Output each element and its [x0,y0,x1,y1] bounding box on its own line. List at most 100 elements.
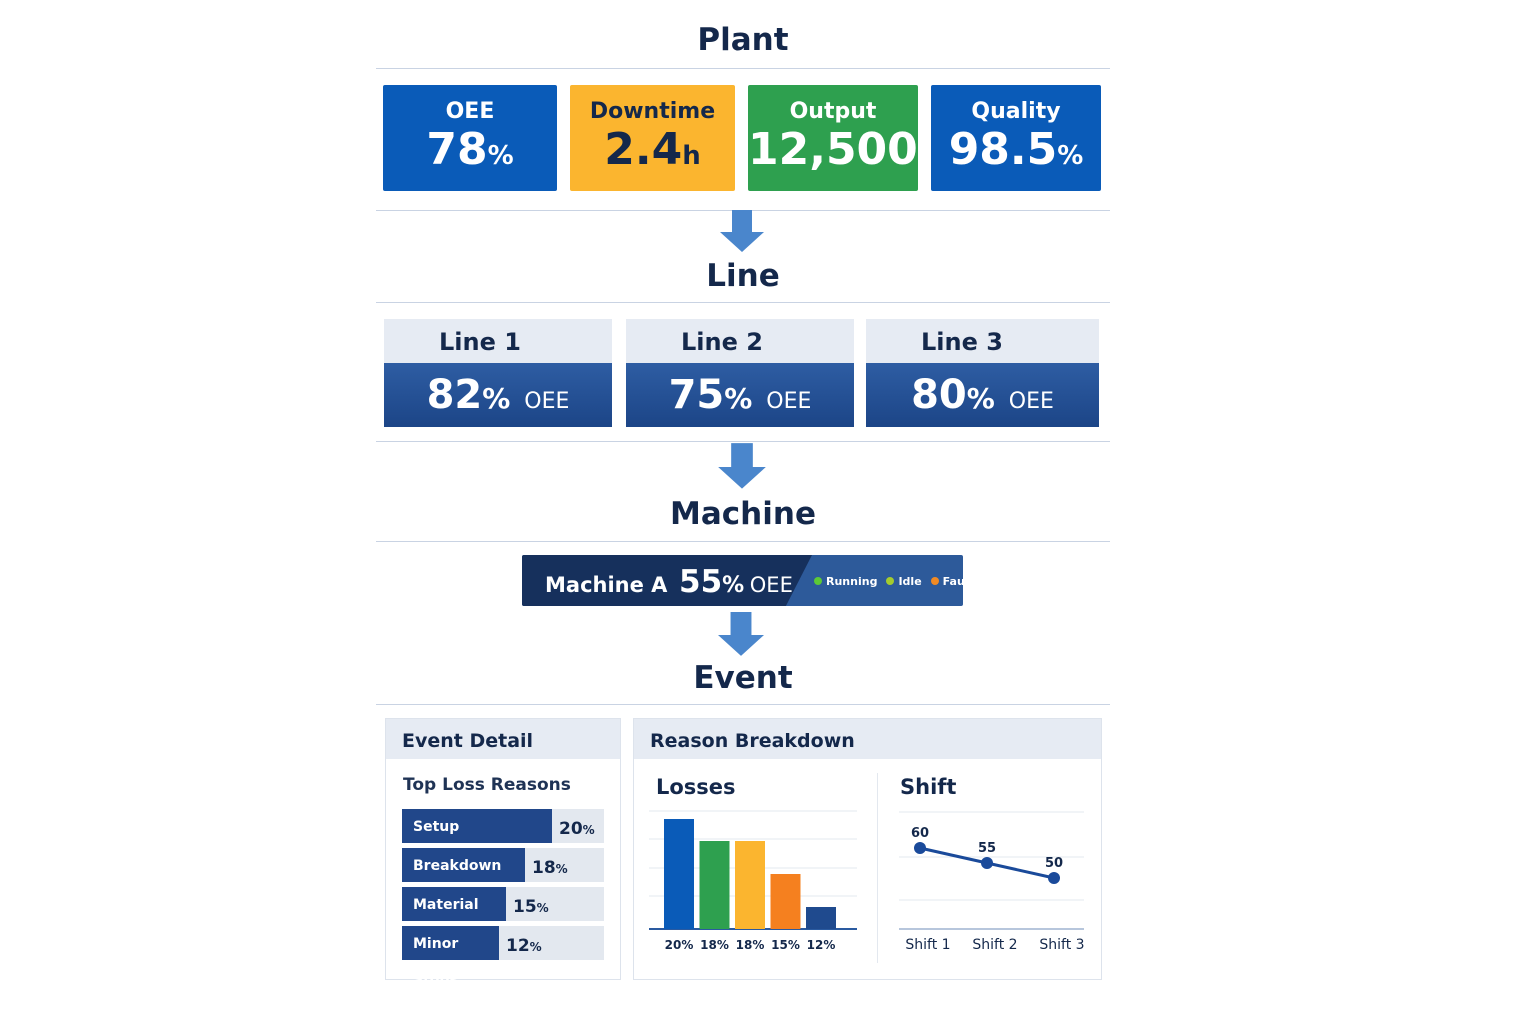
losses-bar-chart: 20% 18% 18% 15% 12% [649,810,857,952]
unit: % [536,901,549,915]
loss-reason-row[interactable]: Setup 20% [402,809,604,843]
kpi-card-downtime[interactable]: Downtime 2.4h [570,85,735,191]
status-dot-icon [814,577,822,585]
line-oee: 75 [668,372,725,418]
machine-heading: Machine [670,496,816,532]
oee-label: OEE [1008,389,1054,414]
kpi-label: Quality [971,99,1061,124]
divider [376,441,1110,442]
legend-label: Fault [942,575,963,588]
loss-reason-label: Minor Stops [402,926,499,988]
bar [806,907,836,929]
event-heading: Event [693,660,793,696]
line-card[interactable]: Line 3 80% OEE [866,319,1099,427]
data-point [914,842,926,854]
machine-name: Machine A [545,573,668,597]
machine-oee: 55 [679,564,723,600]
shift-line-chart: 60 Shift 1 55 Shift 2 50 Shift 3 [899,811,1085,953]
kpi-value: 2.4 [604,124,683,175]
oee-label: OEE [749,573,793,597]
unit: % [582,823,595,837]
legend-label: Running [826,575,878,588]
data-point [1048,872,1060,884]
kpi-card-quality[interactable]: Quality 98.5% [931,85,1101,191]
line-heading: Line [706,258,780,294]
line-card[interactable]: Line 2 75% OEE [626,319,854,427]
divider [376,302,1110,303]
plant-heading: Plant [697,22,789,58]
data-label: 60 [911,826,929,841]
bar-label: 12% [807,938,836,952]
loss-reason-label: Breakdown [402,848,525,882]
bar [664,819,694,929]
event-detail-header: Event Detail [386,719,620,759]
loss-reason-value: 18 [532,858,556,878]
loss-reason-value: 15 [513,897,537,917]
arrow-down-icon [718,443,766,489]
bar-label: 18% [736,938,765,952]
kpi-unit: % [1057,141,1084,171]
data-label: 55 [978,841,996,856]
divider [376,68,1110,69]
losses-chart-title: Losses [656,775,736,799]
bar [735,841,765,929]
data-label: 50 [1045,856,1063,871]
divider [376,541,1110,542]
unit: % [724,382,753,415]
loss-reason-row[interactable]: Minor Stops 12% [402,926,604,988]
kpi-label: OEE [445,99,495,124]
loss-reason-row[interactable]: Material 15% [402,887,604,921]
reason-breakdown-header: Reason Breakdown [634,719,1101,759]
kpi-value: 78 [426,124,488,175]
legend-fault: Fault [930,575,963,588]
loss-reason-value: 20 [559,819,583,839]
bar-label: 18% [700,938,729,952]
kpi-label: Downtime [589,99,716,124]
event-detail-panel: Event Detail Top Loss Reasons Setup 20% … [385,718,621,988]
oee-label: OEE [524,389,570,414]
line-name: Line 2 [681,328,763,356]
kpi-unit: h [682,141,701,171]
x-tick-label: Shift 3 [1039,937,1084,953]
kpi-value: 98.5 [948,124,1058,175]
unit: % [482,382,511,415]
kpi-value: 12,500 [748,124,918,175]
x-tick-label: Shift 1 [905,937,950,953]
line-oee: 80 [911,372,967,418]
reason-breakdown-panel: Reason Breakdown Losses Shift 20% 18% 18% 1… [633,718,1102,980]
data-point [981,857,993,869]
unit: % [555,862,568,876]
bar-label: 20% [665,938,694,952]
bar [770,874,801,929]
legend-running: Running [814,575,877,588]
loss-reason-row[interactable]: Breakdown 18% [402,848,604,882]
divider [376,704,1110,705]
x-tick-label: Shift 2 [972,937,1017,953]
unit: % [722,573,745,598]
bar [699,841,730,929]
legend-label: Idle [898,575,922,588]
shift-chart-title: Shift [900,775,957,799]
unit: % [966,382,995,415]
status-dot-icon [930,577,939,585]
arrow-down-icon [720,210,764,252]
oee-label: OEE [766,389,812,414]
loss-reason-value: 12 [506,936,530,956]
kpi-unit: % [487,141,514,171]
kpi-label: Output [789,99,877,124]
loss-reason-label: Setup [402,809,552,843]
status-dot-icon [886,577,895,585]
line-oee: 82 [426,372,483,418]
arrow-down-icon [718,612,764,656]
legend-idle: Idle [886,575,922,588]
unit: % [529,940,542,954]
top-loss-reasons-title: Top Loss Reasons [403,775,571,795]
kpi-card-output[interactable]: Output 12,500units [748,85,955,191]
loss-reason-label: Material [402,887,506,921]
bar-label: 15% [771,938,800,952]
line-card[interactable]: Line 1 82% OEE [384,319,612,427]
machine-status-bar[interactable]: Machine A 55% OEE Running Idle Fault [522,555,963,606]
kpi-card-oee[interactable]: OEE 78% [383,85,557,191]
line-name: Line 1 [439,328,521,356]
line-name: Line 3 [921,328,1003,356]
